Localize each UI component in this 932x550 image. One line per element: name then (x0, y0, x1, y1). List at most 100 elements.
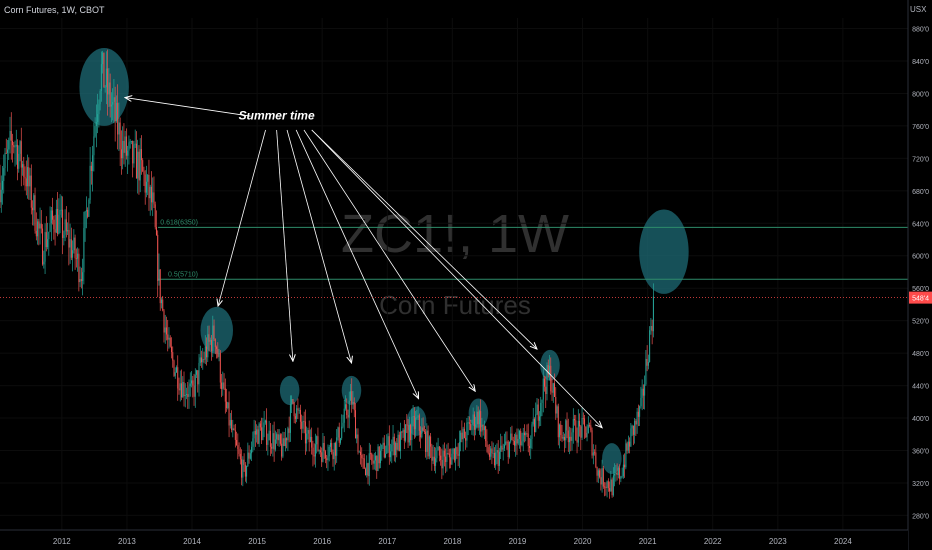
candle-body (254, 431, 256, 435)
candle-body (651, 326, 653, 332)
candle-body (343, 408, 345, 423)
candle-body (567, 430, 569, 443)
candle-body (157, 234, 159, 281)
candle-body (462, 428, 464, 440)
annotation-arrow (125, 98, 251, 117)
candle-body (298, 409, 300, 411)
candle-body (508, 441, 510, 457)
candle-body (601, 468, 603, 485)
candle-body (297, 408, 299, 411)
candle-body (577, 420, 579, 443)
candle-body (150, 186, 152, 203)
time-tick-label: 2018 (443, 537, 461, 546)
candle-body (402, 429, 404, 433)
fib-level-label: 0.5(5710) (168, 271, 198, 278)
annotation-arrows[interactable] (125, 98, 602, 428)
candle-body (133, 144, 135, 164)
candle-body (631, 425, 633, 429)
candle-body (551, 391, 553, 393)
candle-body (520, 430, 522, 446)
time-tick-label: 2014 (183, 537, 201, 546)
candle-body (120, 149, 122, 159)
candle-body (187, 394, 189, 397)
candle-body (380, 450, 382, 464)
price-tick-label: 280'0 (912, 513, 929, 520)
candle-body (93, 136, 95, 156)
candle-body (606, 481, 608, 488)
candle-body (13, 145, 15, 148)
candle-body (503, 444, 505, 449)
candle-body (635, 420, 637, 425)
candle-body (564, 437, 566, 441)
candle-body (607, 481, 609, 489)
candle-body (517, 438, 519, 444)
candle-body (178, 388, 180, 391)
candle-body (368, 453, 370, 477)
candle-body (94, 126, 96, 137)
candle-body (172, 352, 174, 361)
candle-body (433, 456, 435, 466)
candle-body (130, 140, 132, 142)
candle-body (435, 458, 437, 466)
symbol-header[interactable]: Corn Futures, 1W, CBOT (4, 5, 105, 15)
candle-body (7, 149, 9, 153)
candle-body (169, 337, 171, 347)
highlight-ellipse (200, 306, 234, 354)
candle-body (321, 452, 323, 462)
candle-body (306, 433, 308, 444)
time-axis[interactable]: 2012 2013 2014 2015 2016 2017 2018 2019 2020 2021… (0, 529, 908, 550)
fibonacci-levels[interactable]: 0.618(6350) 0.5(5710) (158, 219, 908, 280)
candle-body (478, 411, 480, 425)
candle-body (68, 229, 70, 248)
candle-body (143, 171, 145, 175)
candle-body (236, 439, 238, 446)
candle-body (456, 447, 458, 455)
candle-body (385, 453, 387, 458)
candle-body (372, 460, 374, 464)
summer-time-label[interactable]: Summer time (239, 108, 315, 122)
price-tick-label: 560'0 (912, 286, 929, 293)
candle-body (237, 445, 239, 450)
price-axis[interactable]: 880'0 840'0 800'0 760'0 720'0 680'0 640'0 600'0… (907, 0, 932, 550)
candle-body (637, 411, 639, 417)
candle-body (216, 346, 218, 349)
candle-body (592, 452, 594, 456)
price-tick-label: 880'0 (912, 27, 929, 34)
candle-body (584, 418, 586, 427)
price-tick-label: 680'0 (912, 189, 929, 196)
candle-body (239, 453, 241, 460)
candle-body (406, 424, 408, 426)
candle-body (391, 444, 393, 452)
candle-body (162, 299, 164, 311)
candle-body (352, 402, 354, 404)
candle-body (455, 447, 457, 461)
candle-body (411, 416, 413, 441)
candle-body (92, 155, 94, 171)
candle-body (642, 388, 644, 396)
candle-body (497, 450, 499, 466)
price-tick-label: 400'0 (912, 416, 929, 423)
candle-body (207, 334, 209, 358)
candle-body (115, 102, 117, 122)
candle-body (0, 189, 2, 203)
candle-body (512, 440, 514, 441)
candle-body (279, 434, 281, 444)
candle-body (302, 420, 304, 429)
candle-body (194, 374, 196, 397)
candle-body (621, 476, 623, 477)
candle-body (104, 87, 106, 88)
time-tick-label: 2013 (118, 537, 136, 546)
candle-body (370, 453, 372, 455)
candle-body (466, 422, 468, 441)
candle-body (269, 430, 271, 447)
candle-body (62, 209, 64, 238)
candle-body (561, 434, 563, 439)
candle-body (483, 426, 485, 431)
candle-body (511, 433, 513, 441)
candle-body (538, 416, 540, 421)
candle-body (332, 452, 334, 460)
candle-body (496, 450, 498, 453)
price-tick-label: 480'0 (912, 351, 929, 358)
candle-body (5, 152, 7, 154)
